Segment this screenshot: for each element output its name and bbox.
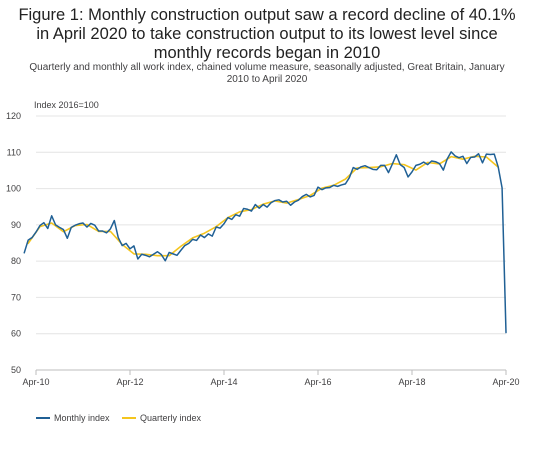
- x-tick-label: Apr-18: [398, 377, 425, 387]
- legend-label-monthly-index: Monthly index: [54, 413, 110, 423]
- y-tick-label: 120: [6, 111, 21, 121]
- y-axis-unit-label: Index 2016=100: [34, 100, 99, 110]
- x-tick-label: Apr-12: [116, 377, 143, 387]
- y-tick-label: 50: [11, 365, 21, 375]
- x-axis: Apr-10 Apr-12 Apr-14 Apr-16 Apr-18 Apr-20: [22, 370, 520, 387]
- gridlines: [36, 115, 506, 371]
- y-tick-label: 80: [11, 256, 21, 266]
- y-tick-label: 110: [7, 147, 21, 157]
- x-tick-label: Apr-16: [304, 377, 331, 387]
- y-tick-label: 60: [11, 329, 21, 339]
- y-tick-label: 100: [6, 184, 21, 194]
- chart-title: Figure 1: Monthly construction output sa…: [18, 6, 516, 62]
- y-tick-label: 70: [11, 292, 21, 302]
- series-line-quarterly-index: [27, 155, 499, 257]
- series-lines: [23, 151, 507, 334]
- chart-subtitle: Quarterly and monthly all work index, ch…: [29, 62, 505, 85]
- legend-label-quarterly-index: Quarterly index: [140, 413, 202, 423]
- x-tick-label: Apr-14: [210, 377, 237, 387]
- x-tick-label: Apr-20: [492, 377, 519, 387]
- y-tick-label: 90: [11, 220, 21, 230]
- x-tick-label: Apr-10: [22, 377, 49, 387]
- y-axis-ticks: 50 60 70 80 90 100 110 120: [6, 111, 21, 375]
- legend: Monthly index Quarterly index: [36, 413, 202, 423]
- series-line-monthly-index: [23, 151, 507, 334]
